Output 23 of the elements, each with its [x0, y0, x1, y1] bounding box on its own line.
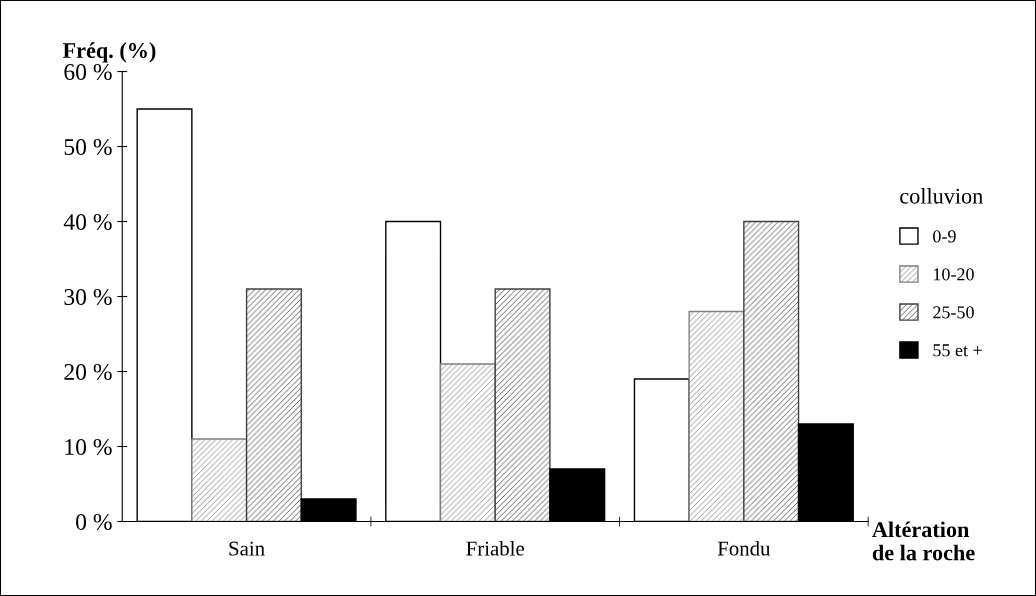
legend-title: colluvion — [900, 187, 983, 204]
bar — [245, 288, 302, 522]
x-tick-label: Sain — [229, 541, 265, 556]
legend-label: 10-20 — [934, 268, 974, 281]
y-axis-title: Fréq. (%) — [62, 42, 156, 63]
legend-label: 25-50 — [933, 306, 974, 319]
legend-label: 0-9 — [933, 230, 956, 243]
y-tick-label: 50 % — [64, 139, 112, 156]
x-axis-title: Altération de la roche — [872, 521, 975, 561]
y-tick-label: 40 % — [63, 214, 112, 231]
bar — [688, 310, 745, 522]
legend-label: 55 et + — [933, 344, 982, 357]
bar — [743, 220, 800, 522]
x-tick-label: Friable — [466, 540, 524, 556]
bar — [439, 363, 496, 522]
y-tick-label: 0 % — [76, 513, 112, 530]
y-tick-label: 30 % — [64, 289, 112, 306]
bar — [191, 438, 248, 522]
y-tick-label: 20 % — [64, 364, 112, 381]
y-tick-label: 10 % — [65, 438, 112, 456]
y-tick-label: 60 % — [64, 64, 112, 81]
bar — [494, 288, 551, 522]
x-tick-label: Fondu — [717, 540, 771, 556]
